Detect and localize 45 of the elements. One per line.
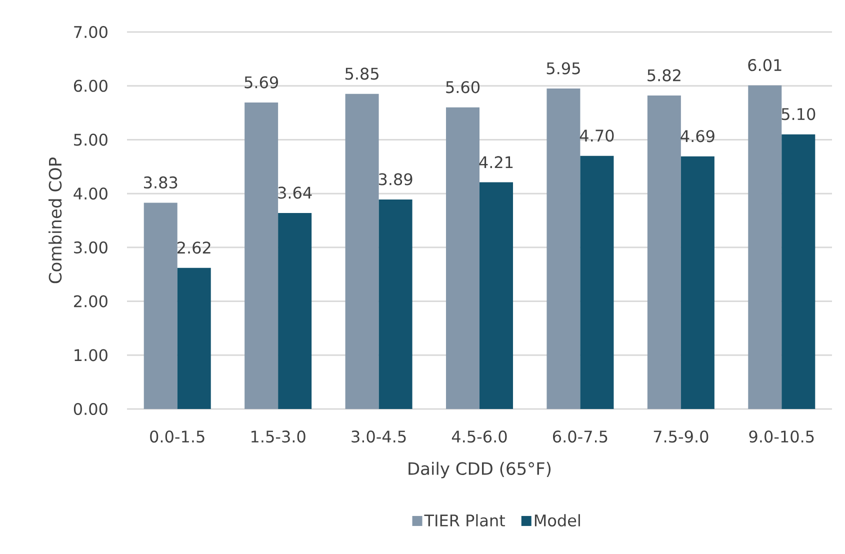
data-label: 3.83: [144, 176, 178, 189]
x-axis-title: Daily CDD (65°F): [408, 462, 551, 478]
data-label: 5.10: [782, 108, 816, 120]
x-tick-label: 0.0-1.5: [150, 430, 204, 443]
x-tick-label: 1.5-3.0: [252, 430, 306, 443]
data-label: 2.62: [177, 242, 210, 254]
bar: [480, 182, 514, 409]
y-tick-label: 2.00: [74, 295, 108, 308]
bar: [177, 268, 211, 409]
x-tick-label: 6.0-7.5: [553, 430, 608, 443]
y-tick-label: 0.00: [74, 402, 108, 416]
y-tick-label: 1.00: [74, 349, 108, 362]
bar: [244, 102, 278, 409]
bar: [378, 199, 412, 409]
bar: [782, 134, 816, 409]
x-tick-label: 7.5-9.0: [654, 430, 708, 443]
y-tick-label: 3.00: [74, 241, 108, 254]
bar: [546, 88, 580, 409]
bar: [680, 156, 714, 409]
y-tick-label: 5.00: [74, 134, 108, 146]
y-axis-title: Combined COP: [48, 157, 62, 284]
y-tick-label: 4.00: [74, 188, 108, 200]
x-tick-label: 9.0-10.5: [749, 430, 814, 443]
bar: [580, 156, 614, 409]
data-label: 5.69: [244, 76, 278, 88]
bar: [345, 94, 379, 409]
data-label: 5.82: [648, 69, 680, 82]
data-label: 6.01: [748, 59, 782, 72]
bar: [144, 202, 178, 409]
x-tick-label: 4.5-6.0: [452, 430, 507, 443]
data-label: 5.85: [345, 68, 378, 80]
data-label: 5.95: [546, 62, 580, 74]
data-label: 3.64: [278, 186, 312, 199]
data-label: 3.89: [378, 173, 412, 186]
x-tick-label: 3.0-4.5: [352, 430, 406, 443]
legend-label: TIER Plant: [424, 514, 505, 527]
bar: [647, 96, 681, 409]
legend-label: Model: [534, 514, 580, 527]
bar: [748, 85, 782, 409]
data-label: 4.70: [580, 130, 614, 142]
y-tick-label: 7.00: [74, 26, 108, 38]
y-tick-label: 6.00: [74, 80, 108, 92]
data-label: 5.60: [446, 81, 480, 94]
bar: [446, 107, 480, 409]
bar: [278, 212, 312, 409]
